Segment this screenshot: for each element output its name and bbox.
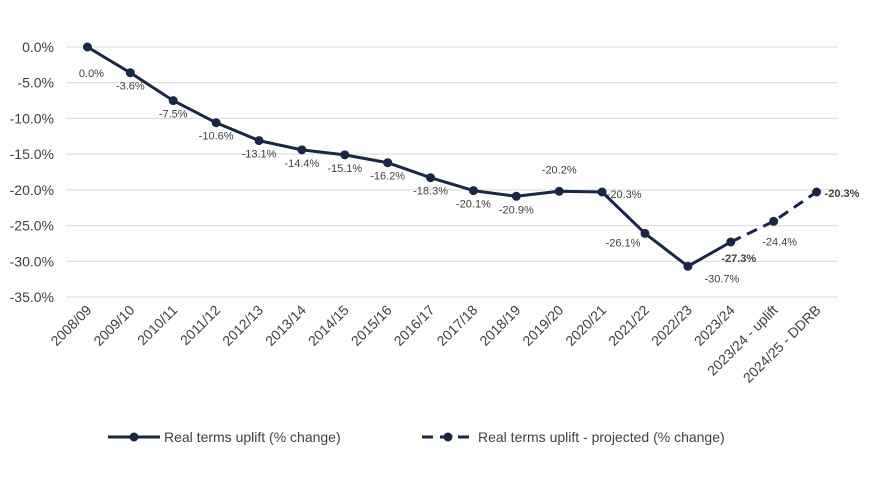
legend-marker-1 xyxy=(443,432,453,442)
data-label-0-4: -13.1% xyxy=(242,149,277,161)
x-tick-label-0: 2008/09 xyxy=(47,302,94,349)
y-tick-label-0: 0.0% xyxy=(22,39,54,55)
data-label-0-2: -7.5% xyxy=(159,109,188,121)
data-point-0-10 xyxy=(511,191,521,201)
data-label-0-6: -15.1% xyxy=(327,163,362,175)
legend-label-1: Real terms uplift - projected (% change) xyxy=(478,429,725,445)
data-point-0-6 xyxy=(340,150,350,160)
x-tick-label-8: 2016/17 xyxy=(391,302,438,349)
y-tick-label-1: -5.0% xyxy=(17,75,54,91)
data-label-0-7: -16.2% xyxy=(370,171,405,183)
data-label-0-13: -26.1% xyxy=(606,237,641,249)
x-tick-label-4: 2012/13 xyxy=(219,302,266,349)
x-tick-label-6: 2014/15 xyxy=(305,302,352,349)
data-point-0-7 xyxy=(383,158,393,168)
legend-marker-0 xyxy=(129,432,139,442)
data-point-0-11 xyxy=(554,186,564,196)
series-line-0 xyxy=(86,45,732,268)
series-line-1 xyxy=(730,190,818,244)
y-tick-label-7: -35.0% xyxy=(10,289,54,305)
x-tick-label-1: 2009/10 xyxy=(90,302,137,349)
data-point-0-3 xyxy=(211,118,221,128)
x-tick-label-10: 2018/19 xyxy=(476,302,523,349)
data-point-1-16 xyxy=(769,216,779,226)
data-label-0-3: -10.6% xyxy=(199,131,234,143)
data-label-1-17: -20.3% xyxy=(825,188,860,200)
data-point-0-5 xyxy=(297,145,307,155)
data-point-0-4 xyxy=(254,136,264,146)
y-tick-label-6: -30.0% xyxy=(10,253,54,269)
data-label-0-9: -20.1% xyxy=(456,199,491,211)
data-label-0-11: -20.2% xyxy=(542,164,577,176)
data-point-0-2 xyxy=(168,96,178,106)
data-label-1-16: -24.4% xyxy=(762,236,797,248)
x-tick-label-2: 2010/11 xyxy=(134,302,181,349)
data-point-0-8 xyxy=(426,173,436,183)
legend-label-0: Real terms uplift (% change) xyxy=(164,429,341,445)
data-point-0-12 xyxy=(597,187,607,197)
data-point-0-1 xyxy=(125,68,135,78)
x-tick-label-11: 2019/20 xyxy=(519,302,566,349)
data-label-0-0: 0.0% xyxy=(79,68,104,80)
x-tick-label-13: 2021/22 xyxy=(605,302,652,349)
data-point-0-15 xyxy=(726,237,736,247)
y-tick-label-3: -15.0% xyxy=(10,146,54,162)
data-label-0-14: -30.7% xyxy=(704,273,739,285)
x-tick-label-3: 2011/12 xyxy=(177,302,224,349)
y-tick-label-5: -25.0% xyxy=(10,218,54,234)
data-point-1-17 xyxy=(812,187,822,197)
data-point-0-0 xyxy=(82,42,92,52)
data-label-0-12: -20.3% xyxy=(607,189,642,201)
x-tick-label-7: 2015/16 xyxy=(348,302,395,349)
data-point-0-9 xyxy=(468,186,478,196)
x-tick-label-14: 2022/23 xyxy=(648,302,695,349)
data-point-0-13 xyxy=(640,228,650,238)
x-tick-label-9: 2017/18 xyxy=(433,302,480,349)
data-label-0-15: -27.3% xyxy=(721,253,756,265)
y-tick-label-4: -20.0% xyxy=(10,182,54,198)
x-tick-label-5: 2013/14 xyxy=(262,302,309,349)
y-tick-label-2: -10.0% xyxy=(10,110,54,126)
data-label-0-10: -20.9% xyxy=(499,204,534,216)
data-label-0-8: -18.3% xyxy=(413,186,448,198)
data-label-0-5: -14.4% xyxy=(284,158,319,170)
data-label-0-1: -3.6% xyxy=(116,81,145,93)
x-tick-label-12: 2020/21 xyxy=(562,302,609,349)
x-tick-label-17: 2024/25 - DDRB xyxy=(740,302,824,386)
data-point-0-14 xyxy=(683,261,693,271)
